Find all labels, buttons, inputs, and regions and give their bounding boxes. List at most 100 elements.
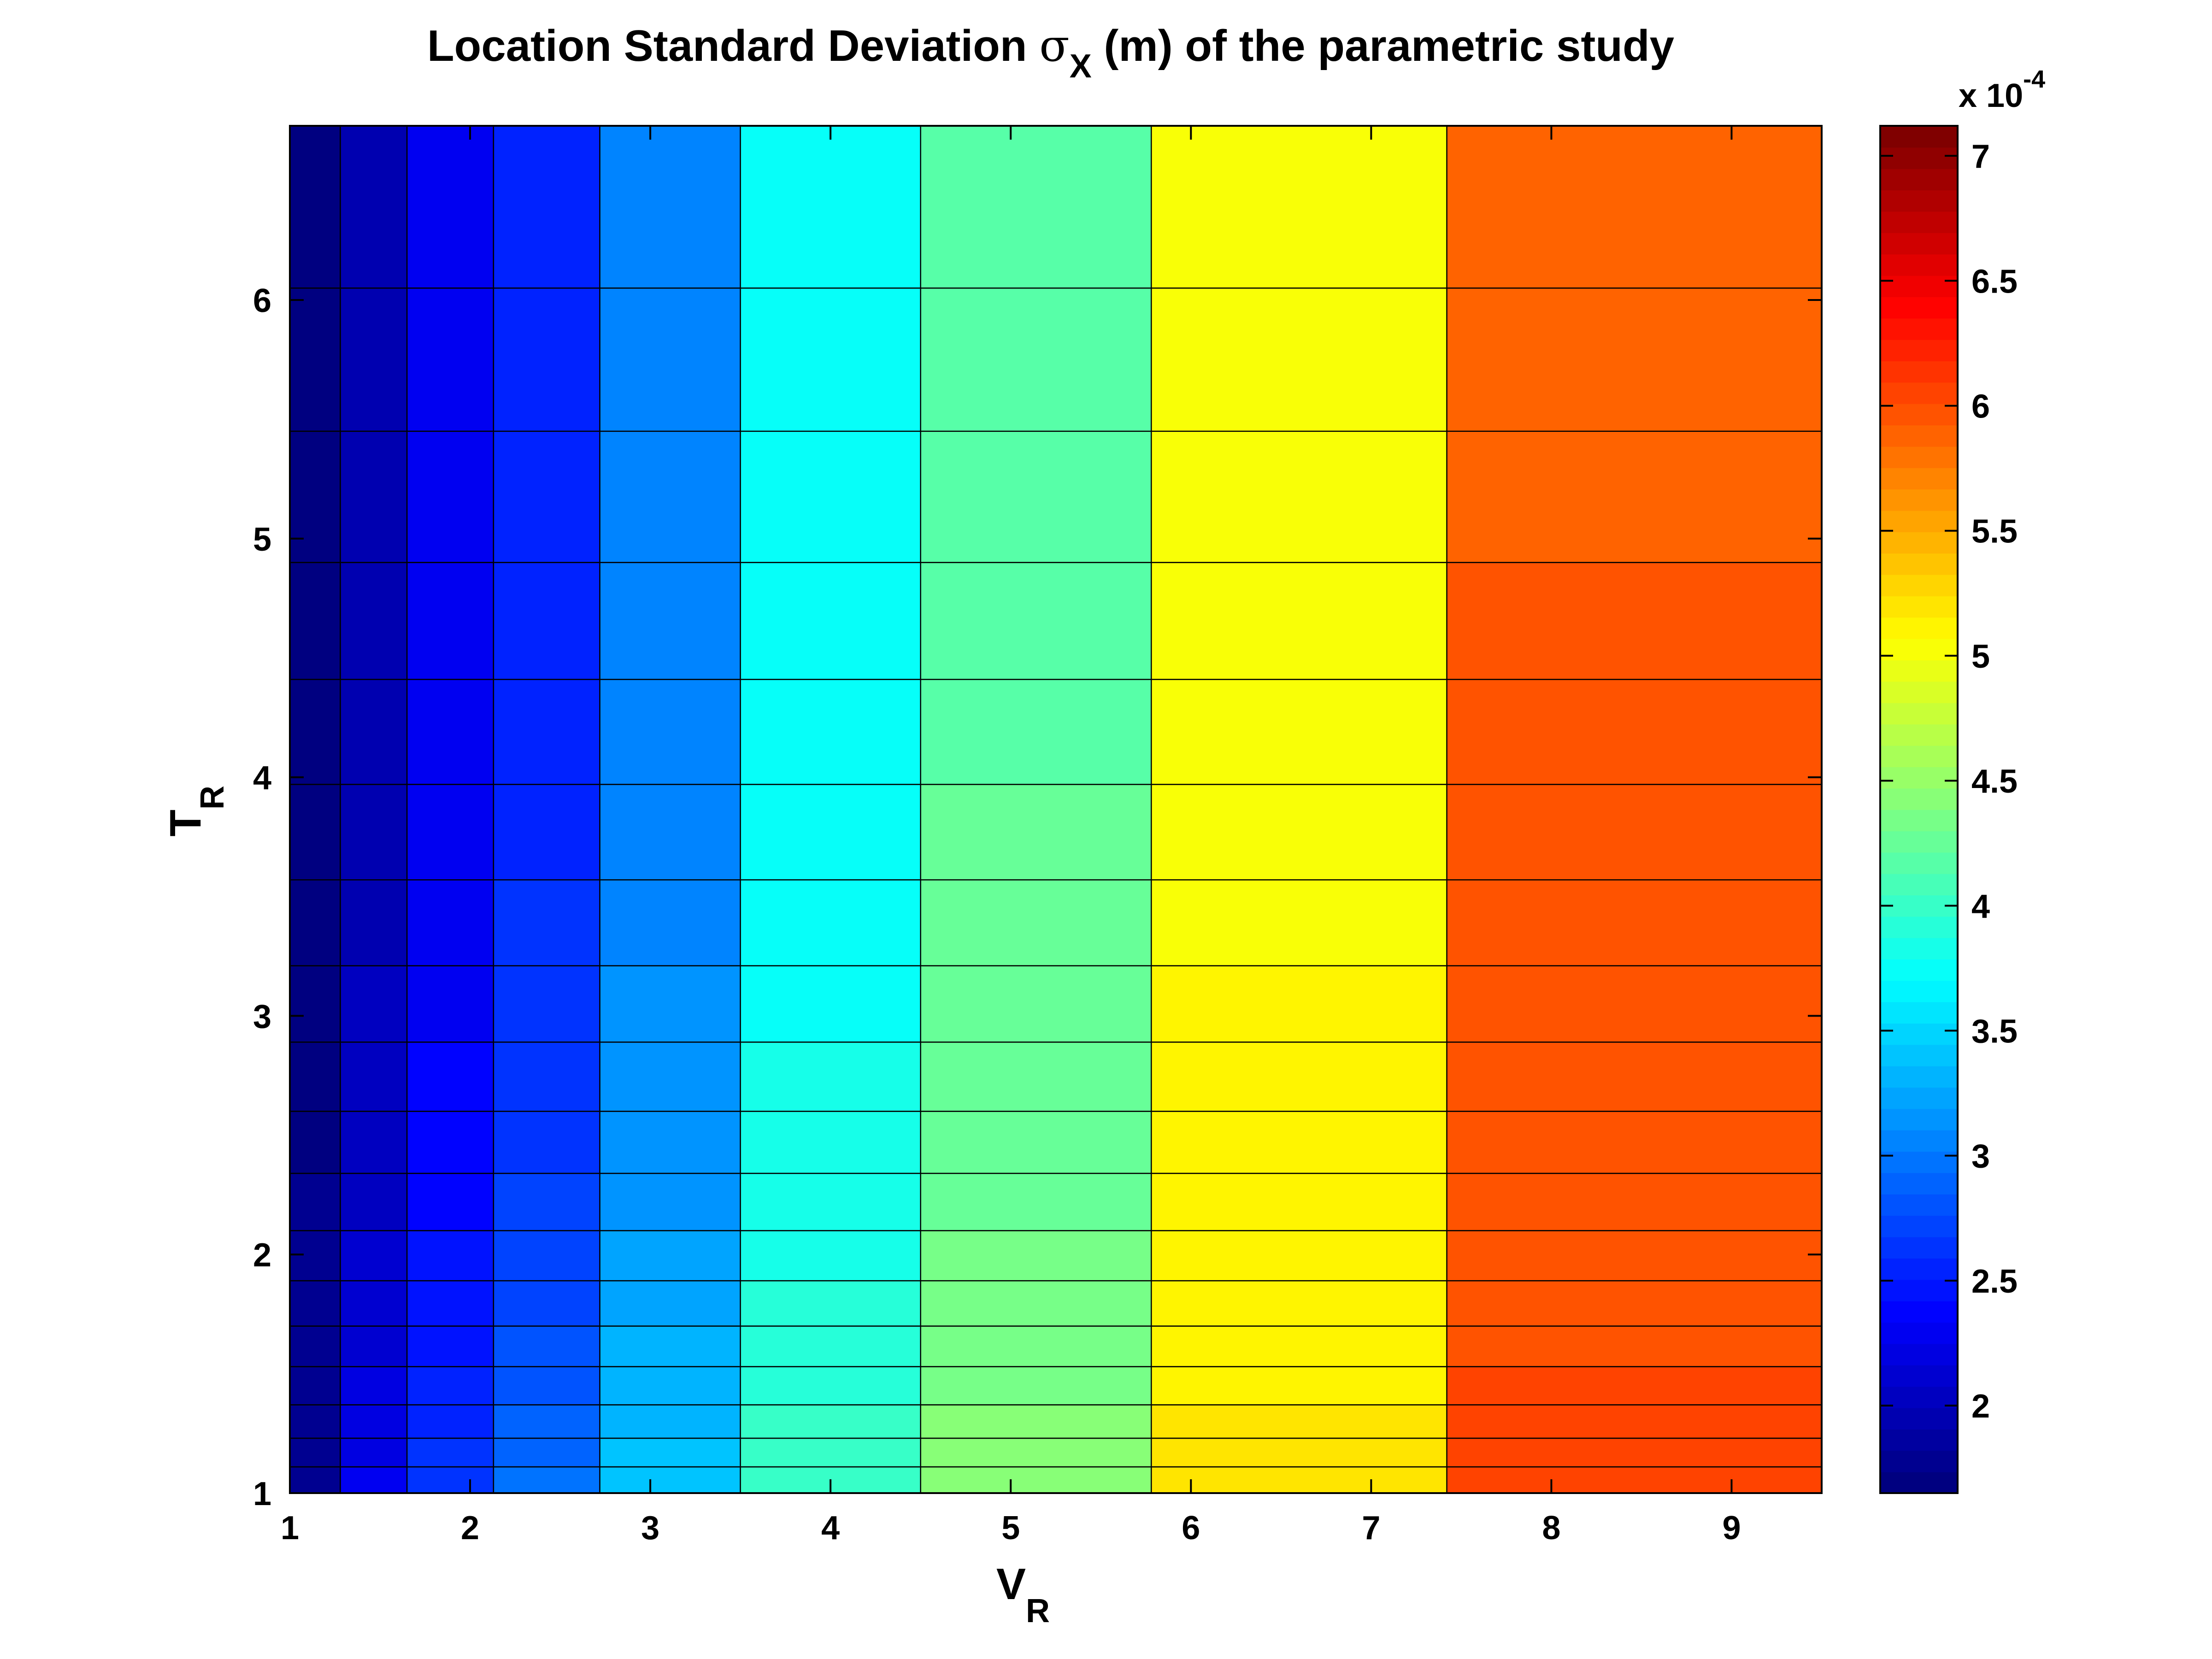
heatmap-cell xyxy=(289,783,341,881)
heatmap-cell xyxy=(1151,287,1447,432)
heatmap-cell xyxy=(289,1230,341,1282)
y-tick-label: 1 xyxy=(253,1476,271,1512)
heatmap-cell xyxy=(1446,287,1823,432)
colorbar-multiplier: x 10-4 xyxy=(1959,65,2045,114)
heatmap-cell xyxy=(493,1111,600,1174)
heatmap-cell xyxy=(1151,1280,1447,1327)
heatmap-cell xyxy=(1446,1230,1823,1282)
colorbar-level xyxy=(1880,724,1958,746)
heatmap-cell xyxy=(1446,1172,1823,1231)
heatmap-cell xyxy=(599,1111,741,1174)
colorbar-level xyxy=(1880,467,1958,490)
plot-frame xyxy=(289,125,1823,1494)
colorbar-level xyxy=(1880,574,1958,596)
heatmap-cell xyxy=(740,1172,921,1231)
heatmap-cell xyxy=(340,287,408,432)
heatmap-cell xyxy=(740,1437,921,1468)
heatmap-cell xyxy=(1151,430,1447,563)
heatmap-cell xyxy=(406,1437,494,1468)
colorbar-level xyxy=(1880,1258,1958,1280)
title-symbol: σ xyxy=(1039,20,1070,71)
heatmap-cell xyxy=(1446,1437,1823,1468)
heatmap-cell xyxy=(493,1404,600,1439)
colorbar-level xyxy=(1880,1429,1958,1451)
heatmap-cell xyxy=(1446,965,1823,1043)
heatmap-cell xyxy=(920,1404,1152,1439)
heatmap-cell xyxy=(920,1466,1152,1494)
colorbar-multiplier-exponent: -4 xyxy=(2023,65,2045,93)
colorbar-level xyxy=(1880,595,1958,618)
colorbar-level xyxy=(1880,788,1958,810)
heatmap-cell xyxy=(599,1280,741,1327)
heatmap-cell xyxy=(1151,679,1447,785)
heatmap-cell xyxy=(340,562,408,680)
heatmap-cell xyxy=(289,1466,341,1494)
y-axis-label-main: T xyxy=(161,810,210,837)
colorbar-gradient xyxy=(1880,126,1958,1494)
heatmap-cell xyxy=(289,1437,341,1468)
heatmap-cell xyxy=(289,1041,341,1112)
colorbar-level xyxy=(1880,425,1958,447)
colorbar-level xyxy=(1880,531,1958,554)
heatmap-cell xyxy=(920,679,1152,785)
heatmap-cells xyxy=(289,125,1823,1494)
heatmap-cell xyxy=(740,1111,921,1174)
heatmap-cell xyxy=(1446,125,1823,289)
colorbar-level xyxy=(1880,275,1958,297)
colorbar-level xyxy=(1880,553,1958,575)
heatmap-cell xyxy=(493,1230,600,1282)
colorbar-level xyxy=(1880,1279,1958,1301)
heatmap-cell xyxy=(289,1325,341,1367)
heatmap-cell xyxy=(493,562,600,680)
colorbar-tick-label: 7 xyxy=(1971,138,1990,175)
heatmap-cell xyxy=(1151,125,1447,289)
heatmap-cell xyxy=(493,287,600,432)
heatmap-cell xyxy=(740,1325,921,1367)
heatmap-cell xyxy=(1446,430,1823,563)
heatmap-cell xyxy=(340,679,408,785)
colorbar-level xyxy=(1880,1151,1958,1173)
heatmap-cell xyxy=(289,1111,341,1174)
heatmap-cell xyxy=(740,1041,921,1112)
heatmap-cell xyxy=(340,1172,408,1231)
colorbar-level xyxy=(1880,1065,1958,1088)
x-tick-label: 9 xyxy=(1722,1510,1741,1547)
colorbar-level xyxy=(1880,766,1958,789)
heatmap-cell xyxy=(289,430,341,563)
colorbar-level xyxy=(1880,1343,1958,1365)
heatmap-cell xyxy=(493,1280,600,1327)
y-tick-label: 6 xyxy=(253,282,271,319)
y-axis-label-sub: R xyxy=(194,786,231,810)
colorbar-tick-label: 3.5 xyxy=(1971,1013,2018,1050)
heatmap-cell xyxy=(599,1230,741,1282)
heatmap-cell xyxy=(1151,1437,1447,1468)
heatmap-cell xyxy=(599,1325,741,1367)
heatmap-cell xyxy=(1446,1111,1823,1174)
colorbar-level xyxy=(1880,959,1958,981)
colorbar-level xyxy=(1880,1023,1958,1045)
colorbar-level xyxy=(1880,254,1958,276)
heatmap-cell xyxy=(493,430,600,563)
heatmap-cell xyxy=(340,879,408,966)
heatmap-cell xyxy=(493,1325,600,1367)
heatmap-cell xyxy=(406,1466,494,1494)
colorbar-level xyxy=(1880,852,1958,874)
heatmap-cell xyxy=(493,679,600,785)
heatmap-cell xyxy=(289,679,341,785)
colorbar-level xyxy=(1880,681,1958,703)
heatmap-cell xyxy=(406,1041,494,1112)
heatmap-cell xyxy=(740,879,921,966)
x-tick-label: 6 xyxy=(1182,1510,1200,1547)
colorbar-tick-label: 2 xyxy=(1971,1388,1990,1425)
colorbar-level xyxy=(1880,168,1958,191)
heatmap-cell xyxy=(599,125,741,289)
heatmap-cell xyxy=(599,1366,741,1406)
heatmap-cell xyxy=(406,1111,494,1174)
heatmap-cell xyxy=(920,1366,1152,1406)
y-tick-label: 2 xyxy=(253,1237,271,1274)
heatmap-cell xyxy=(406,1172,494,1231)
colorbar-level xyxy=(1880,147,1958,169)
colorbar-level xyxy=(1880,980,1958,1002)
heatmap-cell xyxy=(406,1325,494,1367)
heatmap-cell xyxy=(289,965,341,1043)
